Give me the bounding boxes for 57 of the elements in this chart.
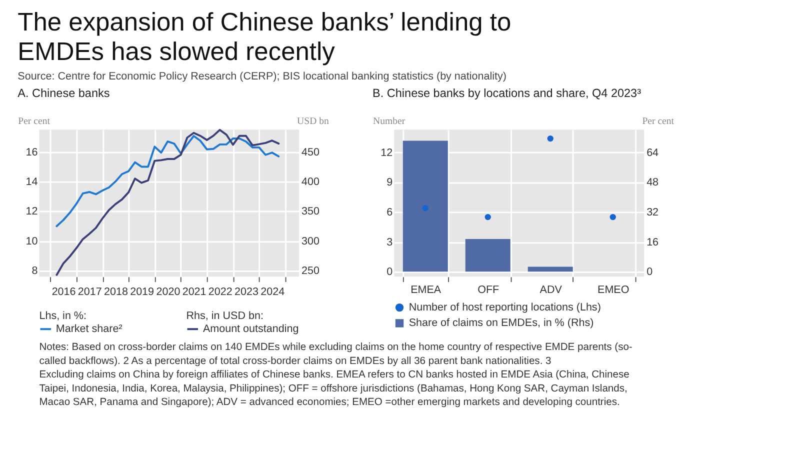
legend-label: Number of host reporting locations (Lhs) <box>408 301 601 314</box>
bar <box>465 239 510 272</box>
chart-subtitle: B. Chinese banks by locations and share, Q4 2023³ <box>372 87 642 100</box>
y-axis-title: Per cent <box>18 116 50 128</box>
y2-tick-label: 400 <box>301 176 320 188</box>
x-tick-label: 2021 <box>182 286 206 298</box>
x-tick-label: 2024 <box>260 286 285 298</box>
legend-label: Market share² <box>56 323 123 336</box>
y2-tick-label: 32 <box>646 206 659 218</box>
y-tick-label: 8 <box>32 265 38 278</box>
source-note: Source: Centre for Economic Policy Research (CERP); BIS locational banking statistics (by nationality) <box>18 70 506 83</box>
x-tick-label: 2020 <box>156 286 180 298</box>
text: Lhs, in %: <box>39 310 86 322</box>
y-tick-label: 16 <box>26 146 38 158</box>
y-tick-label: 12 <box>26 206 38 218</box>
x-tick-label: 2023 <box>234 286 258 298</box>
x-tick-label: EMEO <box>598 284 630 296</box>
y2-tick-label: 350 <box>301 206 320 218</box>
legend-label: Amount outstanding <box>202 323 299 336</box>
y2-tick-label: 48 <box>646 176 659 189</box>
y-tick-label: 6 <box>386 206 393 218</box>
y2-tick-label: 64 <box>646 146 659 159</box>
x-tick-label: 2016 <box>52 286 76 298</box>
y-axis-title: Number <box>373 116 406 128</box>
y2-tick-label: 0 <box>646 266 653 278</box>
line-series <box>56 128 280 276</box>
bar <box>528 266 573 272</box>
point <box>422 205 428 212</box>
y2-axis-title: USD bn <box>297 116 330 128</box>
text: Rhs, in USD bn: <box>186 310 264 322</box>
x-tick-label: EMEA <box>410 284 442 296</box>
y-tick-label: 0 <box>386 266 393 278</box>
y2-tick-label: 250 <box>301 265 320 278</box>
chart-title: The expansion of Chinese banks’ lending to EMDEs has slowed recently <box>18 8 512 66</box>
bar <box>402 140 448 272</box>
point <box>547 135 554 142</box>
chart-subtitle: A. Chinese banks <box>18 87 110 100</box>
y-tick-label: 9 <box>386 176 393 189</box>
point <box>484 214 491 220</box>
x-tick-label: 2018 <box>104 286 128 298</box>
y2-axis-title: Per cent <box>642 116 674 128</box>
legend-label: Share of claims on EMDEs, in % (Rhs) <box>408 317 594 330</box>
y-tick-label: 12 <box>380 146 393 159</box>
x-tick-label: 2022 <box>208 286 232 298</box>
point <box>610 214 616 220</box>
x-tick-label: OFF <box>478 284 500 296</box>
y2-tick-label: 450 <box>301 146 320 158</box>
text: Notes: Based on cross-border claims on 140 EMDEs while excluding claims on the home country of respective EMDE parents (so-called backflows). 2 As a percentage of total cross-border claims on EMDEs by all 36 parent bank nationalities. 3 Excluding claims on China by foreign affiliates of Chinese banks. EMEA refers to CN banks hosted in EMDE Asia (China, Chinese Taipei, Indonesia, India, Korea, Malaysia, Philippines); OFF = offshore jurisdictions (Bahamas, Hong Kong SAR, Cayman Islands, Macao SAR, Panama and Singapore); ADV = advanced economies; EMEO =other emerging markets and developing countries. <box>39 342 632 408</box>
y-tick-label: 14 <box>26 176 38 188</box>
y2-tick-label: 300 <box>301 235 320 248</box>
x-tick-label: 2019 <box>130 286 154 298</box>
y-tick-label: 3 <box>386 236 393 248</box>
x-tick-label: 2017 <box>78 286 102 298</box>
y-tick-label: 10 <box>26 235 38 248</box>
y2-tick-label: 16 <box>646 236 659 248</box>
x-tick-label: ADV <box>540 284 563 296</box>
line-series <box>56 135 280 228</box>
